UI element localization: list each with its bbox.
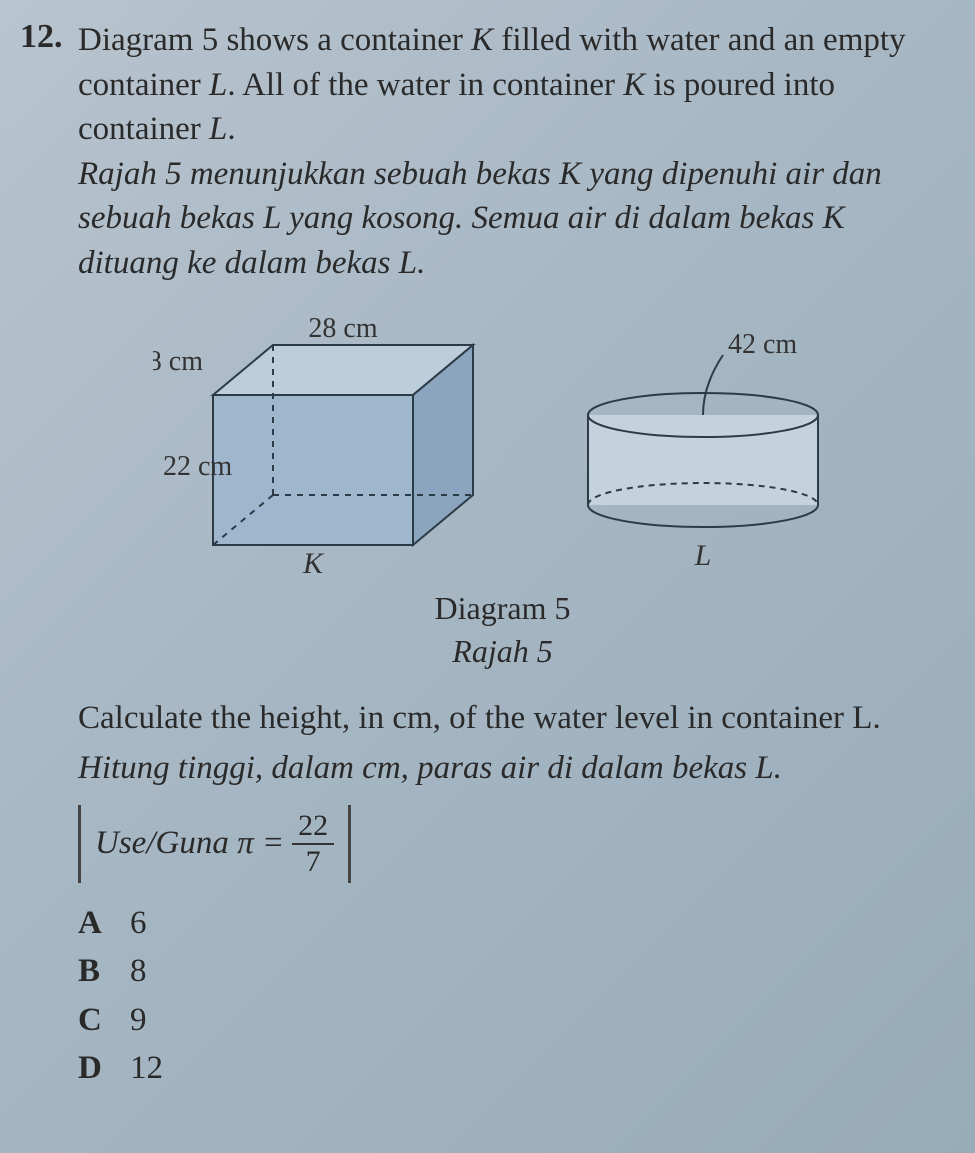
page: 12. Diagram 5 shows a container K filled…: [0, 0, 975, 1115]
diagram-caption: Diagram 5 Rajah 5: [78, 587, 927, 673]
cylinder-body: [588, 415, 818, 505]
option-value: 6: [130, 901, 147, 946]
diagram-caption-en: Diagram 5: [435, 590, 571, 626]
cylinder-l: 42 cm L: [553, 315, 853, 575]
diameter-lead: [703, 355, 723, 415]
cuboid-front-face: [213, 395, 413, 545]
text-part: .: [227, 111, 235, 147]
var-k2: K: [623, 67, 645, 103]
calc-prompt-ms: Hitung tinggi, dalam cm, paras air di da…: [78, 746, 927, 791]
cuboid-height-label: 22 cm: [163, 451, 232, 482]
cyl-bottom-front: [588, 505, 818, 527]
calc-prompt-en: Calculate the height, in cm, of the wate…: [78, 696, 927, 741]
option-letter: A: [78, 901, 108, 946]
answer-options: A 6 B 8 C 9 D 12: [78, 901, 927, 1091]
use-pi-label: Use/Guna π =: [95, 821, 284, 866]
cuboid-depth-label: 18 cm: [153, 346, 203, 377]
option-a[interactable]: A 6: [78, 901, 927, 946]
cylinder-diameter-label: 42 cm: [728, 329, 797, 360]
pi-numerator: 22: [292, 811, 334, 845]
diagram-caption-ms: Rajah 5: [78, 630, 927, 673]
option-c[interactable]: C 9: [78, 998, 927, 1043]
question-text-ms: Rajah 5 menunjukkan sebuah bekas K yang …: [78, 152, 927, 286]
option-letter: B: [78, 949, 108, 994]
question-row: 12. Diagram 5 shows a container K filled…: [20, 18, 927, 1095]
pi-denominator: 7: [306, 845, 321, 877]
diagram-5: 28 cm 18 cm 22 cm K: [78, 315, 927, 575]
cuboid-name: K: [301, 547, 324, 575]
var-k: K: [471, 22, 493, 58]
question-number: 12.: [20, 18, 70, 56]
option-d[interactable]: D 12: [78, 1046, 927, 1091]
text-part: . All of the water in container: [227, 67, 623, 103]
cylinder-name: L: [693, 539, 711, 572]
option-letter: C: [78, 998, 108, 1043]
var-l: L: [209, 67, 227, 103]
option-value: 12: [130, 1046, 163, 1091]
question-body: Diagram 5 shows a container K filled wit…: [78, 18, 927, 1095]
cuboid-width-label: 28 cm: [308, 315, 377, 344]
use-pi-box: Use/Guna π = 22 7: [78, 805, 351, 883]
pi-fraction: 22 7: [292, 811, 334, 877]
option-value: 8: [130, 949, 147, 994]
option-b[interactable]: B 8: [78, 949, 927, 994]
question-text-en: Diagram 5 shows a container K filled wit…: [78, 18, 927, 152]
option-letter: D: [78, 1046, 108, 1091]
var-l2: L: [209, 111, 227, 147]
text-part: Diagram 5 shows a container: [78, 22, 471, 58]
option-value: 9: [130, 998, 147, 1043]
cuboid-k: 28 cm 18 cm 22 cm K: [153, 315, 483, 575]
